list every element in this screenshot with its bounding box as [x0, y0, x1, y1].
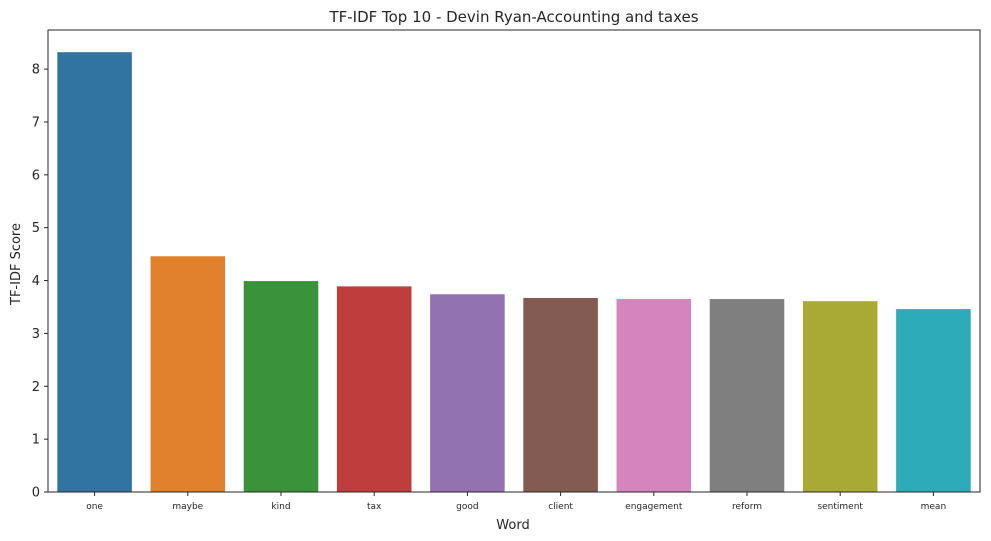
x-axis-ticks: one maybe kind tax good client engagement refor… [86, 492, 946, 512]
bar-sentiment [802, 301, 878, 492]
x-tick-label-engagement: engagement [625, 502, 683, 512]
y-tick-label-7: 7 [32, 115, 40, 130]
x-tick-label-good: good [456, 502, 478, 512]
x-tick-label-client: client [548, 502, 573, 512]
y-tick-label-3: 3 [32, 327, 40, 342]
y-tick-label-4: 4 [32, 274, 40, 289]
x-tick-label-kind: kind [271, 502, 290, 512]
bar-engagement [616, 299, 692, 492]
bar-client [523, 298, 598, 492]
x-tick-label-mean: mean [921, 502, 947, 512]
y-tick-label-6: 6 [32, 168, 40, 183]
bar-maybe [150, 256, 226, 492]
x-tick-label-maybe: maybe [172, 502, 203, 512]
chart-title: TF-IDF Top 10 - Devin Ryan-Accounting an… [328, 8, 698, 26]
bar-mean [896, 309, 971, 492]
y-axis-ticks: 0 1 2 3 4 5 6 7 8 [32, 63, 48, 501]
y-tick-label-2: 2 [32, 380, 40, 395]
x-tick-label-sentiment: sentiment [817, 502, 863, 512]
y-tick-label-8: 8 [32, 63, 40, 78]
bar-reform [709, 299, 785, 492]
y-tick-label-0: 0 [32, 486, 40, 501]
x-tick-label-reform: reform [732, 502, 762, 512]
x-tick-label-one: one [86, 502, 103, 512]
y-axis-label: TF-IDF Score [9, 223, 24, 306]
bar-kind [243, 281, 319, 492]
bar-tax [336, 286, 412, 492]
bar-one [57, 52, 132, 492]
plot-frame [47, 29, 981, 493]
x-tick-label-tax: tax [367, 502, 382, 512]
bars-group [57, 52, 971, 492]
y-tick-label-1: 1 [32, 433, 40, 448]
y-tick-label-5: 5 [32, 221, 40, 236]
x-axis-label: Word [496, 518, 529, 533]
bar-good [430, 294, 505, 492]
